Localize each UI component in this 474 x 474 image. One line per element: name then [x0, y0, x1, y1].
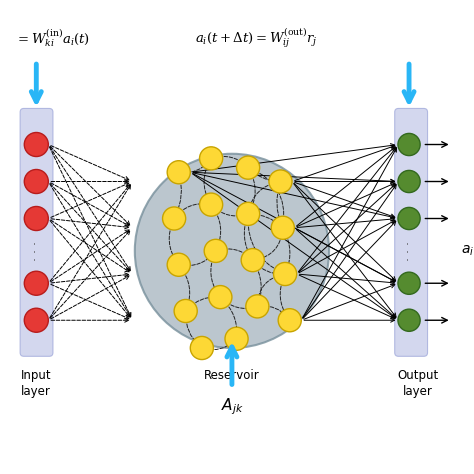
Circle shape: [135, 154, 329, 348]
Circle shape: [167, 161, 190, 184]
Text: $A_{jk}$: $A_{jk}$: [220, 397, 243, 417]
Circle shape: [398, 208, 420, 229]
Circle shape: [241, 248, 264, 272]
Circle shape: [398, 133, 420, 155]
FancyBboxPatch shape: [395, 109, 428, 356]
Text: $= W_{ki}^{\mathrm{(in)}} a_i(t)$: $= W_{ki}^{\mathrm{(in)}} a_i(t)$: [15, 27, 90, 49]
Circle shape: [246, 295, 269, 318]
Text: $a_i(t + \Delta t) = W_{ij}^{\mathrm{(out)}} r_j$: $a_i(t + \Delta t) = W_{ij}^{\mathrm{(ou…: [195, 26, 318, 50]
Circle shape: [398, 272, 420, 294]
Circle shape: [174, 300, 197, 322]
Text: Reservoir: Reservoir: [204, 369, 260, 382]
Circle shape: [271, 216, 294, 239]
Circle shape: [163, 207, 186, 230]
Circle shape: [190, 337, 213, 360]
Circle shape: [398, 171, 420, 192]
Text: · · ·: · · ·: [402, 241, 416, 261]
Circle shape: [209, 285, 232, 309]
Circle shape: [24, 170, 48, 193]
Circle shape: [237, 202, 260, 226]
Circle shape: [278, 309, 301, 332]
Circle shape: [24, 271, 48, 295]
Circle shape: [167, 253, 190, 276]
Circle shape: [204, 239, 228, 263]
Circle shape: [24, 308, 48, 332]
Text: $a_i$: $a_i$: [461, 244, 474, 258]
Circle shape: [200, 193, 223, 216]
Circle shape: [273, 263, 297, 285]
Circle shape: [237, 156, 260, 179]
Circle shape: [200, 147, 223, 170]
Circle shape: [24, 207, 48, 230]
FancyBboxPatch shape: [20, 109, 53, 356]
Circle shape: [225, 327, 248, 350]
Circle shape: [398, 309, 420, 331]
Text: · · ·: · · ·: [30, 241, 43, 261]
Circle shape: [24, 133, 48, 156]
Text: Input
layer: Input layer: [21, 369, 52, 398]
Circle shape: [269, 170, 292, 193]
Text: Output
layer: Output layer: [398, 369, 439, 398]
